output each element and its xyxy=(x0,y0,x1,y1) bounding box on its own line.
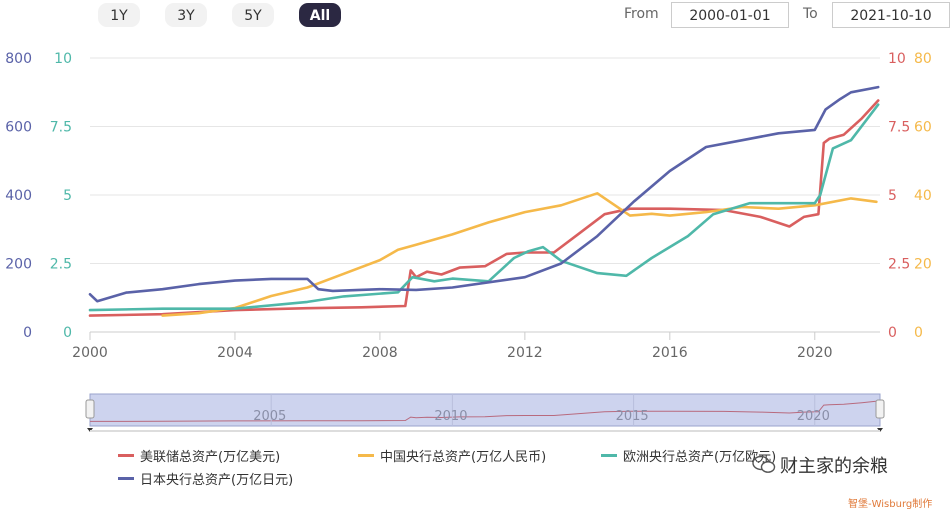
range-selector: 1Y 3Y 5Y All xyxy=(98,3,341,27)
x-tick-label: 2016 xyxy=(652,345,688,361)
right-inner-axis: 0 2.5 5 7.5 10 xyxy=(888,51,910,341)
wechat-icon xyxy=(752,455,776,473)
navigator-series xyxy=(89,400,879,422)
navigator-handle-right[interactable] xyxy=(875,399,885,419)
from-date-input[interactable]: 2000-01-01 xyxy=(671,2,789,28)
y-tick-label: 7.5 xyxy=(888,120,910,136)
x-tick-label: 2008 xyxy=(362,345,398,361)
legend-item-ecb[interactable]: 欧洲央行总资产(万亿欧元) xyxy=(601,446,776,465)
range-button-bg xyxy=(232,3,274,27)
y-tick-label: 0 xyxy=(914,325,923,341)
left-inner-axis: 0 2.5 5 7.5 10 xyxy=(50,51,72,341)
y-tick-label: 10 xyxy=(54,51,72,67)
y-tick-label: 200 xyxy=(5,257,32,273)
x-axis: 2000 2004 2008 2012 2016 2020 xyxy=(72,332,833,361)
legend-label: 日本央行总资产(万亿日元) xyxy=(140,473,294,488)
series-layer xyxy=(88,85,880,317)
range-button-label: All xyxy=(310,8,330,24)
navigator-tick-label: 2005 xyxy=(253,409,286,424)
x-tick-label: 2000 xyxy=(72,345,108,361)
to-date-input[interactable]: 2021-10-10 xyxy=(832,2,950,28)
y-tick-label: 0 xyxy=(888,325,897,341)
watermark: 财主家的余粮 xyxy=(752,452,888,478)
watermark-text: 财主家的余粮 xyxy=(780,456,888,477)
legend-item-boj[interactable]: 日本央行总资产(万亿日元) xyxy=(118,469,293,488)
range-button-bg xyxy=(165,3,207,27)
x-tick-label: 2020 xyxy=(797,345,833,361)
range-button-3y[interactable]: 3Y xyxy=(165,3,207,27)
range-button-bg xyxy=(299,3,341,27)
legend-label: 欧洲央行总资产(万亿欧元) xyxy=(623,450,777,465)
y-tick-label: 7.5 xyxy=(50,120,72,136)
navigator-handle-left[interactable] xyxy=(85,399,95,419)
y-tick-label: 10 xyxy=(888,51,906,67)
legend-swatch xyxy=(118,454,134,457)
series-line-1 xyxy=(161,192,878,317)
right-outer-axis: 0 20 40 60 80 xyxy=(914,51,932,341)
y-tick-label: 60 xyxy=(914,120,932,136)
legend-swatch xyxy=(601,454,617,457)
y-tick-label: 5 xyxy=(888,188,897,204)
x-tick-label: 2012 xyxy=(507,345,543,361)
y-tick-label: 400 xyxy=(5,188,32,204)
y-tick-label: 2.5 xyxy=(50,257,72,273)
legend-label: 中国央行总资产(万亿人民币) xyxy=(380,450,547,465)
legend-item-pboc[interactable]: 中国央行总资产(万亿人民币) xyxy=(358,446,546,465)
legend-item-fed[interactable]: 美联储总资产(万亿美元) xyxy=(118,446,280,465)
y-tick-label: 5 xyxy=(63,188,72,204)
from-label: From xyxy=(624,6,659,22)
range-button-label: 5Y xyxy=(244,8,262,24)
y-tick-label: 80 xyxy=(914,51,932,67)
navigator-tick-label: 2010 xyxy=(434,409,467,424)
navigator-tick-label: 2020 xyxy=(797,409,830,424)
range-navigator[interactable]: 2005 2010 2015 2020 xyxy=(85,393,885,432)
range-button-5y[interactable]: 5Y xyxy=(232,3,274,27)
chart-grid xyxy=(90,57,880,333)
range-button-bg xyxy=(98,3,140,27)
range-button-all[interactable]: All xyxy=(299,3,341,27)
legend-swatch xyxy=(118,477,134,480)
navigator-tick-label: 2015 xyxy=(616,409,649,424)
range-button-label: 1Y xyxy=(110,8,128,24)
x-tick-label: 2004 xyxy=(217,345,253,361)
y-tick-label: 40 xyxy=(914,188,932,204)
y-tick-label: 800 xyxy=(5,51,32,67)
credit-text: 智堡-Wisburg制作 xyxy=(848,499,933,510)
series-line-3 xyxy=(88,85,880,303)
legend-swatch xyxy=(358,454,374,457)
to-label: To xyxy=(803,6,818,22)
y-tick-label: 20 xyxy=(914,257,932,273)
y-tick-label: 0 xyxy=(63,325,72,341)
range-button-1y[interactable]: 1Y xyxy=(98,3,140,27)
range-button-label: 3Y xyxy=(177,8,195,24)
left-outer-axis: 0 200 400 600 800 xyxy=(5,51,32,341)
y-tick-label: 2.5 xyxy=(888,257,910,273)
legend-label: 美联储总资产(万亿美元) xyxy=(140,450,281,465)
y-tick-label: 600 xyxy=(5,120,32,136)
series-line-2 xyxy=(88,103,880,312)
y-tick-label: 0 xyxy=(23,325,32,341)
